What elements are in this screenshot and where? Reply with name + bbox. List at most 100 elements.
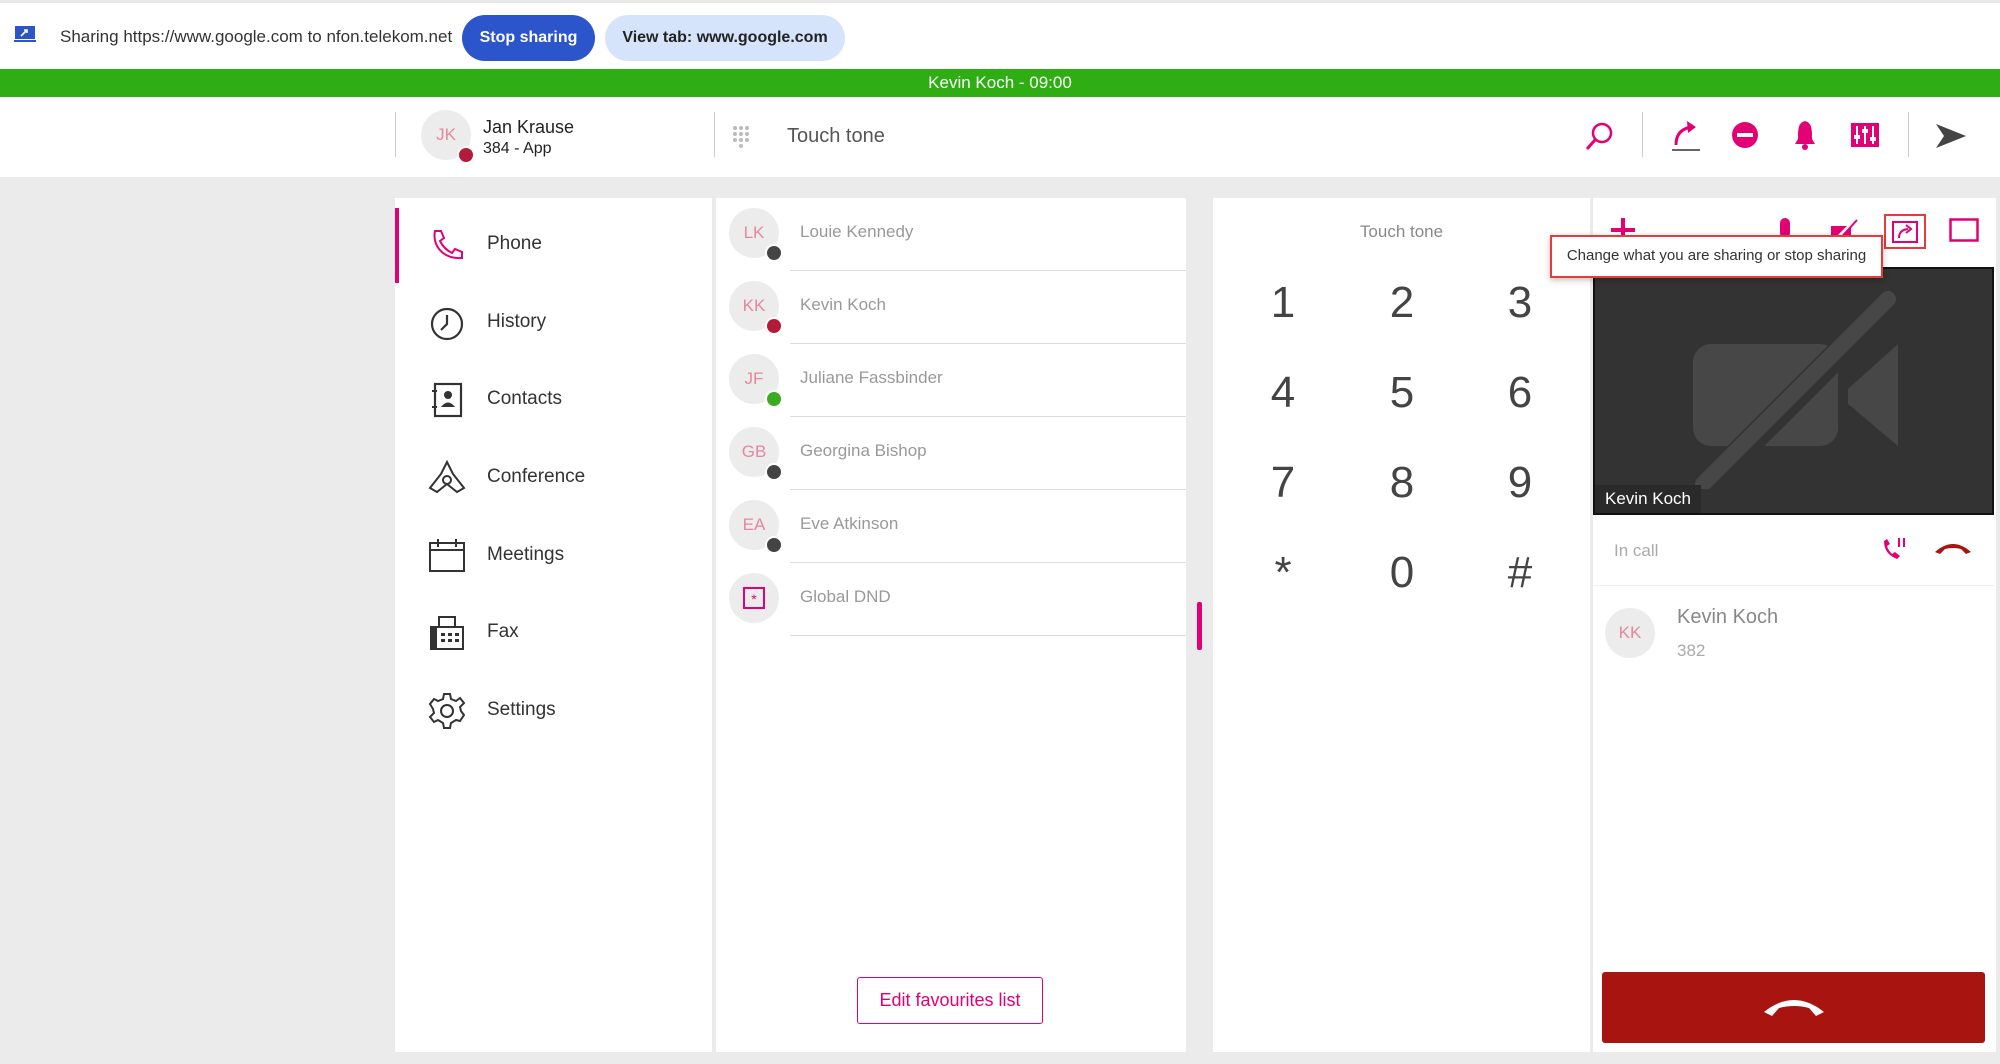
avatar: GB xyxy=(729,427,783,481)
contact-name: Kevin Koch xyxy=(800,295,886,314)
sidebar-item-label: Conference xyxy=(487,466,586,487)
avatar-initials: JK xyxy=(436,125,456,144)
active-indicator xyxy=(395,208,399,283)
avatar: JF xyxy=(729,354,783,408)
busy-status-icon xyxy=(765,317,783,335)
dialpad-key[interactable]: 9 xyxy=(1507,458,1533,507)
list-item[interactable]: LK Louie Kennedy xyxy=(716,198,1186,271)
phone-icon xyxy=(433,230,463,260)
avatar: KK xyxy=(729,281,783,335)
contact-name: Eve Atkinson xyxy=(800,514,899,533)
divider xyxy=(1642,112,1643,157)
contacts-icon xyxy=(432,382,463,418)
sidebar-item-phone[interactable]: Phone xyxy=(395,215,712,275)
sidebar-item-history[interactable]: History xyxy=(395,293,712,353)
sidebar-item-label: Contacts xyxy=(487,388,562,409)
avatar: * xyxy=(729,573,779,623)
list-item[interactable]: GB Georgina Bishop xyxy=(716,417,1186,490)
touch-tone-label[interactable]: Touch tone xyxy=(787,125,885,147)
user-extension: 384 - App xyxy=(483,140,552,157)
sidebar-item-contacts[interactable]: Contacts xyxy=(395,370,712,430)
keypad-icon[interactable] xyxy=(732,125,750,149)
dialpad-key[interactable]: 4 xyxy=(1270,368,1296,417)
do-not-disturb-icon[interactable] xyxy=(1731,121,1759,149)
microphone-icon[interactable] xyxy=(1777,216,1793,244)
svg-text:*: * xyxy=(751,591,757,607)
hangup-icon xyxy=(1763,1000,1824,1016)
hangup-button[interactable] xyxy=(1602,972,1985,1043)
screen-share-icon xyxy=(14,26,36,42)
sidebar-item-label: Phone xyxy=(487,233,542,254)
caller-number: 382 xyxy=(1677,641,1706,660)
video-off-icon xyxy=(1693,291,1898,489)
view-tab-button[interactable]: View tab: www.google.com xyxy=(605,15,845,61)
busy-status-icon xyxy=(457,146,475,164)
dialpad-key[interactable]: 0 xyxy=(1389,548,1415,597)
divider xyxy=(714,112,715,157)
calendar-icon xyxy=(429,539,465,572)
dialpad-title: Touch tone xyxy=(1359,222,1444,241)
call-state: In call xyxy=(1614,541,1659,560)
video-participant-name: Kevin Koch xyxy=(1595,485,1701,513)
search-icon[interactable] xyxy=(1584,121,1614,153)
dialpad-key[interactable]: 3 xyxy=(1507,278,1533,327)
add-icon[interactable] xyxy=(1609,216,1637,244)
dialpad-key[interactable]: 1 xyxy=(1270,278,1296,327)
tooltip: Change what you are sharing or stop shar… xyxy=(1550,235,1883,278)
bell-icon[interactable] xyxy=(1792,119,1818,151)
sidebar-item-conference[interactable]: Conference xyxy=(395,448,712,508)
list-item[interactable]: JF Juliane Fassbinder xyxy=(716,344,1186,417)
dialpad-key[interactable]: 7 xyxy=(1270,458,1296,507)
list-item[interactable]: * Global DND xyxy=(716,563,1186,636)
mixer-icon[interactable] xyxy=(1851,123,1879,147)
call-hold-icon[interactable] xyxy=(1881,536,1907,562)
dialpad-key[interactable]: 8 xyxy=(1389,458,1415,507)
stop-sharing-button[interactable]: Stop sharing xyxy=(462,15,595,61)
history-icon xyxy=(430,307,464,341)
window-icon[interactable] xyxy=(1949,218,1979,242)
sidebar-item-label: Meetings xyxy=(487,544,565,565)
list-item[interactable]: EA Eve Atkinson xyxy=(716,490,1186,563)
contact-name: Global DND xyxy=(800,587,891,606)
header: JK Jan Krause 384 - App Touch tone xyxy=(0,97,2000,177)
dialpad-key[interactable]: 6 xyxy=(1507,368,1533,417)
avatar: EA xyxy=(729,500,783,554)
active-call-bar[interactable]: Kevin Koch - 09:00 xyxy=(0,69,2000,97)
dialpad-key[interactable]: 5 xyxy=(1389,368,1415,417)
video-area: Kevin Koch xyxy=(1593,267,1994,515)
offline-status-icon xyxy=(765,244,783,262)
share-screen-button[interactable] xyxy=(1884,214,1926,249)
divider xyxy=(395,112,396,157)
dialpad-key[interactable]: # xyxy=(1507,548,1533,597)
hangup-icon[interactable] xyxy=(1933,540,1973,556)
caller-name: Kevin Koch xyxy=(1677,606,1779,628)
call-forward-icon[interactable] xyxy=(1670,119,1702,153)
offline-status-icon xyxy=(765,536,783,554)
edit-favourites-button[interactable]: Edit favourites list xyxy=(857,977,1043,1024)
sidebar: Phone History Contacts Conference Meetin… xyxy=(395,198,712,1052)
avatar[interactable]: JK xyxy=(421,110,475,164)
sidebar-item-fax[interactable]: Fax xyxy=(395,603,712,663)
fax-icon xyxy=(430,616,464,650)
dnd-star-icon: * xyxy=(743,587,765,609)
divider xyxy=(1908,112,1909,157)
sidebar-item-label: Fax xyxy=(487,621,519,642)
list-item[interactable]: KK Kevin Koch xyxy=(716,271,1186,344)
sidebar-item-meetings[interactable]: Meetings xyxy=(395,526,712,586)
sidebar-item-settings[interactable]: Settings xyxy=(395,681,712,741)
dialpad: Touch tone 1 2 3 4 5 6 7 8 9 * 0 # xyxy=(1213,198,1590,1052)
dialpad-key[interactable]: 2 xyxy=(1389,278,1415,327)
send-icon[interactable] xyxy=(1935,123,1967,149)
gear-icon xyxy=(428,693,466,729)
panel-resize-handle[interactable] xyxy=(1197,602,1202,650)
avatar: LK xyxy=(729,208,783,262)
offline-status-icon xyxy=(765,463,783,481)
contact-name: Georgina Bishop xyxy=(800,441,927,460)
sidebar-item-label: Settings xyxy=(487,699,556,720)
dialpad-key[interactable]: * xyxy=(1274,548,1292,597)
user-name: Jan Krause xyxy=(483,117,575,137)
call-panel: Kevin Koch In call KK Kevin Koch 382 xyxy=(1593,198,1996,1052)
contact-name: Juliane Fassbinder xyxy=(800,368,943,387)
avatar: KK xyxy=(1605,608,1655,658)
sidebar-item-label: History xyxy=(487,311,547,332)
